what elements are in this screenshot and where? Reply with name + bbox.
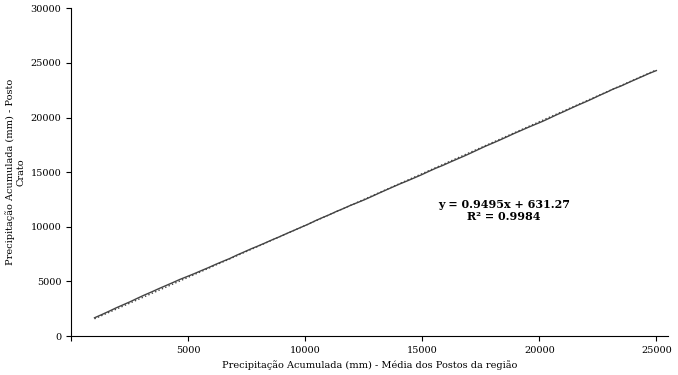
Text: y = 0.9495x + 631.27
R² = 0.9984: y = 0.9495x + 631.27 R² = 0.9984 xyxy=(438,198,570,222)
Y-axis label: Precipitação Acumulada (mm) - Posto
Crato: Precipitação Acumulada (mm) - Posto Crat… xyxy=(5,79,25,266)
X-axis label: Precipitação Acumulada (mm) - Média dos Postos da região: Precipitação Acumulada (mm) - Média dos … xyxy=(222,360,517,370)
